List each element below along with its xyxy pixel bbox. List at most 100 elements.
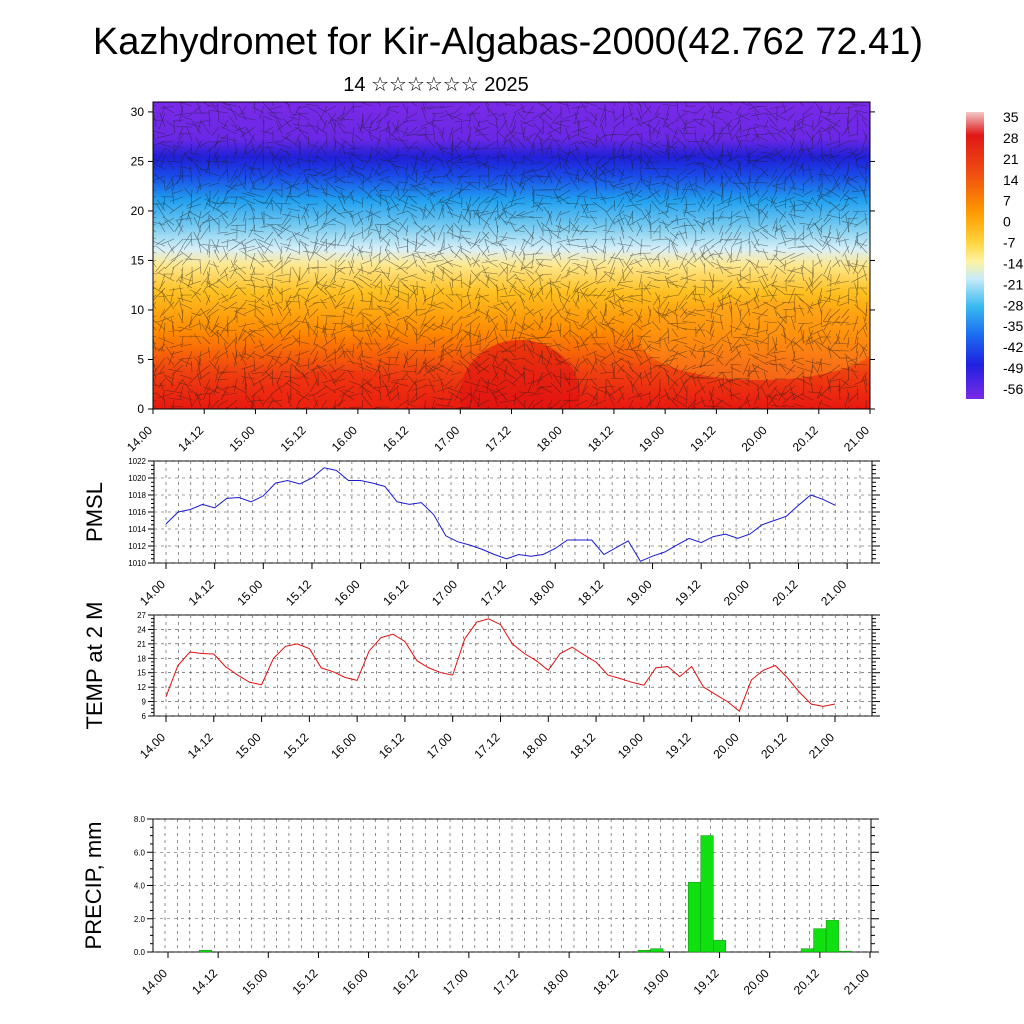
wind-barb: [504, 182, 508, 195]
wind-barb: [298, 329, 301, 347]
y-tick-label: 20: [131, 204, 145, 218]
x-tick-label: 20.12: [758, 730, 789, 761]
wind-barb: [449, 114, 463, 121]
wind-barb: [691, 406, 697, 409]
wind-barb: [705, 405, 724, 408]
wind-barb: [569, 140, 580, 146]
wind-barb: [781, 324, 787, 338]
wind-barb: [471, 358, 481, 366]
wind-barb: [456, 343, 463, 356]
wind-barb: [543, 206, 553, 219]
wind-barb: [585, 239, 589, 254]
wind-barb: [271, 147, 283, 163]
wind-barb: [475, 336, 490, 343]
wind-barb: [630, 159, 634, 170]
wind-barb: [496, 357, 508, 369]
wind-barb: [667, 327, 670, 345]
wind-barb: [431, 252, 445, 257]
wind-barb: [519, 168, 526, 186]
wind-barb: [618, 213, 625, 226]
wind-barb: [347, 370, 355, 380]
wind-barb: [682, 321, 697, 324]
wind-barb: [593, 294, 607, 297]
wind-barb: [536, 219, 544, 233]
wind-barb: [680, 378, 688, 394]
wind-barb: [391, 122, 400, 135]
wind-barb: [423, 185, 436, 198]
wind-barb: [337, 231, 346, 246]
wind-barb: [349, 406, 364, 408]
wind-barb: [681, 182, 688, 195]
wind-barb: [586, 287, 598, 298]
wind-barb: [179, 166, 193, 170]
wind-barb: [707, 102, 715, 114]
wind-barb: [776, 168, 787, 183]
wind-barb: [520, 175, 535, 186]
wind-barb: [439, 105, 454, 109]
wind-barb: [153, 118, 157, 121]
wind-barb: [632, 210, 634, 226]
wind-barb: [189, 308, 202, 324]
wind-barb: [553, 189, 562, 205]
wind-barb: [647, 284, 661, 289]
wind-barb: [589, 378, 598, 387]
wind-barb: [670, 336, 688, 342]
precip-bar: [713, 940, 727, 953]
wind-barb: [285, 182, 301, 190]
wind-barb: [478, 231, 490, 244]
wind-barb: [466, 241, 481, 247]
wind-barb: [360, 175, 373, 185]
wind-barb: [375, 147, 382, 157]
wind-barb: [821, 156, 832, 170]
wind-barb: [494, 242, 508, 247]
y-axis-title: TEMP at 2 M: [82, 602, 107, 730]
wind-barb: [662, 117, 670, 128]
wind-barb: [453, 222, 463, 233]
wind-barb: [855, 158, 859, 170]
wind-barb: [317, 392, 328, 398]
wind-barb: [539, 278, 544, 296]
wind-barb: [844, 196, 859, 201]
wind-barb: [856, 242, 868, 247]
wind-barb: [789, 198, 796, 212]
wind-barb: [768, 357, 787, 362]
wind-barb: [527, 378, 535, 393]
wind-barb: [408, 195, 418, 205]
wind-barb: [405, 224, 409, 236]
wind-barb: [766, 129, 778, 142]
wind-barb: [571, 105, 589, 109]
wind-barb: [820, 193, 832, 198]
wind-barb: [639, 105, 652, 119]
wind-barb: [308, 107, 319, 114]
wind-barb: [572, 262, 589, 268]
wind-barb: [437, 245, 454, 253]
wind-barb: [739, 191, 742, 205]
wind-barb: [599, 310, 607, 324]
wind-barb: [436, 196, 445, 205]
wind-barb: [359, 274, 373, 282]
wind-barb: [261, 364, 274, 377]
wind-barb: [360, 290, 364, 303]
wind-barb: [818, 371, 832, 378]
wind-barb: [158, 315, 166, 332]
wind-barb: [212, 189, 220, 200]
wind-barb: [371, 322, 382, 334]
wind-barb: [552, 302, 562, 317]
y-tick-label: 1012: [128, 542, 146, 551]
wind-barb: [607, 392, 616, 408]
wind-barb: [722, 329, 733, 339]
wind-barb: [768, 385, 778, 398]
wind-barb: [202, 259, 211, 276]
wind-barb: [402, 102, 409, 114]
wind-barb: [153, 172, 157, 177]
wind-barb: [324, 105, 337, 113]
wind-barb: [453, 105, 463, 115]
wind-barb: [154, 174, 166, 184]
wind-barb: [153, 140, 166, 147]
wind-barb: [430, 121, 445, 135]
wind-barb: [389, 301, 400, 311]
wind-barb: [164, 245, 175, 260]
wind-barb: [457, 301, 472, 313]
wind-barb: [254, 140, 265, 152]
wind-barb: [634, 175, 643, 192]
